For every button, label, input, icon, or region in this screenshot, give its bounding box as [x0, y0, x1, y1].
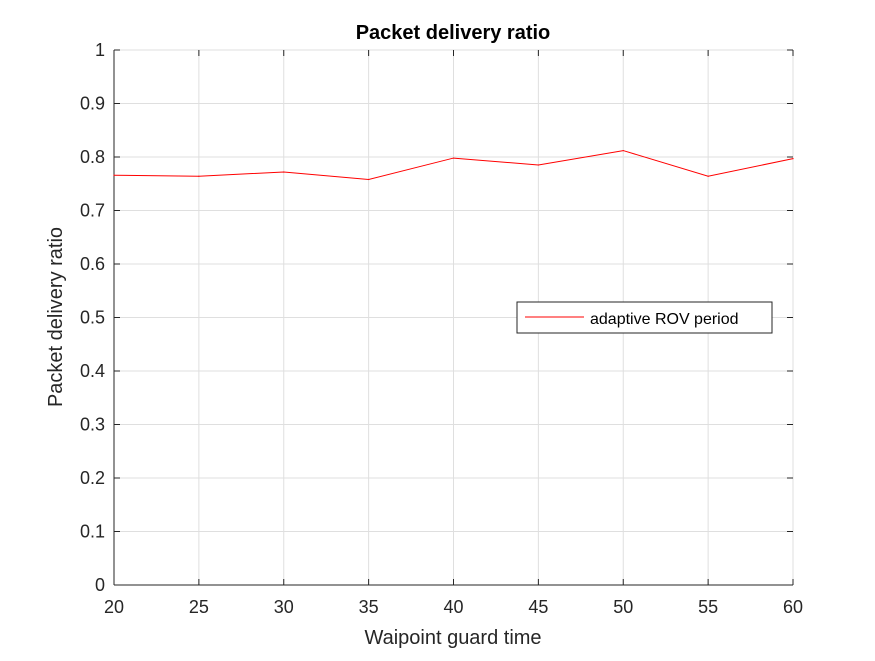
data-point — [368, 178, 370, 181]
data-point — [622, 149, 624, 152]
y-tick-label: 0.7 — [80, 201, 105, 221]
data-point — [198, 175, 200, 177]
x-tick-label: 40 — [443, 597, 463, 617]
y-tick-label: 0 — [95, 575, 105, 595]
y-tick-label: 0.8 — [80, 147, 105, 167]
data-point — [537, 164, 539, 166]
x-tick-label: 30 — [274, 597, 294, 617]
legend-label-adaptive-rov-period: adaptive ROV period — [590, 311, 739, 328]
series-lines — [113, 149, 794, 181]
axes — [113, 49, 794, 586]
y-tick-label: 0.6 — [80, 254, 105, 274]
y-axis-label: Packet delivery ratio — [45, 227, 67, 407]
y-tick-label: 0.3 — [80, 415, 105, 435]
y-tick-label: 1 — [95, 40, 105, 60]
data-point — [283, 171, 285, 173]
chart-title: Packet delivery ratio — [356, 22, 551, 44]
data-point — [113, 174, 115, 176]
y-tick-label: 0.5 — [80, 308, 105, 328]
legend: adaptive ROV period — [516, 301, 773, 334]
x-tick-label: 35 — [359, 597, 379, 617]
x-tick-label: 20 — [104, 597, 124, 617]
x-axis-label: Waipoint guard time — [364, 627, 541, 649]
tick-labels: 20 25 30 35 40 45 50 55 60 0 0.1 0.2 0.3 0.4 0.5 0.6 0.7… — [80, 40, 803, 617]
y-tick-label: 0.4 — [80, 361, 105, 381]
data-point — [792, 158, 794, 160]
data-point — [452, 157, 455, 159]
x-tick-label: 25 — [189, 597, 209, 617]
y-tick-label: 0.9 — [80, 94, 105, 114]
y-tick-label: 0.1 — [80, 522, 105, 542]
y-tick-label: 0.2 — [80, 468, 105, 488]
x-tick-label: 60 — [783, 597, 803, 617]
data-point — [707, 175, 709, 177]
x-tick-label: 50 — [613, 597, 633, 617]
x-tick-label: 55 — [698, 597, 718, 617]
x-tick-label: 45 — [528, 597, 548, 617]
